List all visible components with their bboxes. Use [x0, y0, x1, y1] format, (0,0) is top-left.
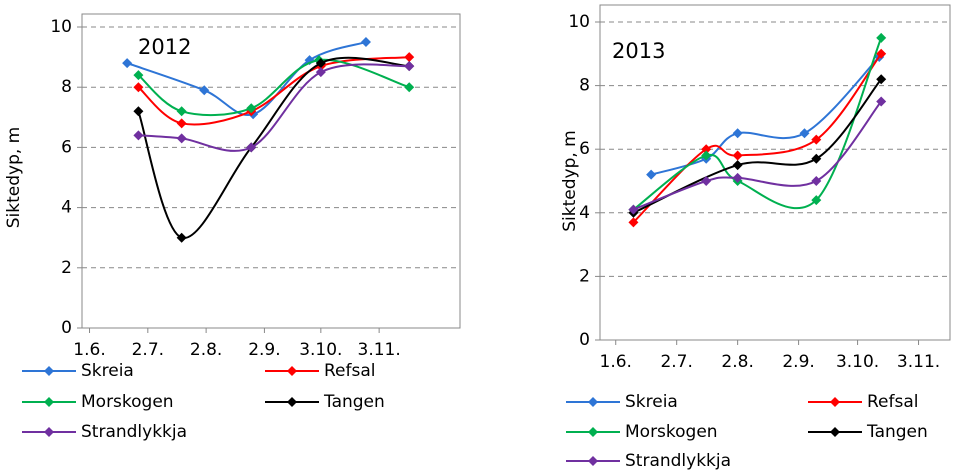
marker [876, 96, 887, 107]
legend-label: Strandlykkja [81, 422, 187, 442]
marker [830, 397, 840, 407]
series-line [138, 63, 410, 152]
marker [404, 82, 415, 93]
y-tick-label: 10 [568, 12, 590, 32]
x-tick-label: 3.10. [299, 340, 342, 360]
marker [246, 142, 257, 153]
marker [811, 153, 822, 164]
y-tick-label: 0 [579, 330, 590, 350]
marker [732, 160, 743, 171]
y-tick-label: 0 [61, 318, 72, 338]
marker [876, 74, 887, 85]
x-tick-label: 3.11. [358, 340, 401, 360]
marker [646, 169, 657, 180]
marker [44, 427, 54, 437]
marker [133, 70, 144, 81]
marker [628, 217, 639, 228]
marker [360, 37, 371, 48]
y-tick-label: 6 [579, 139, 590, 159]
marker [876, 48, 887, 59]
marker [246, 103, 257, 114]
marker [732, 172, 743, 183]
marker [876, 32, 887, 43]
marker [588, 427, 598, 437]
marker [588, 397, 598, 407]
legend-label: Tangen [866, 422, 928, 442]
marker [133, 82, 144, 93]
marker [701, 144, 712, 155]
legend-label: Tangen [323, 392, 385, 412]
y-tick-label: 8 [579, 76, 590, 96]
y-axis-label: Siktedyp, m [560, 130, 580, 232]
marker [176, 133, 187, 144]
marker [287, 397, 297, 407]
marker [133, 130, 144, 141]
x-tick-label: 1.6. [73, 340, 105, 360]
x-tick-label: 2.7. [132, 340, 164, 360]
marker [315, 67, 326, 78]
series-line [633, 100, 882, 211]
y-tick-label: 2 [61, 258, 72, 278]
legend-label: Morskogen [625, 422, 718, 442]
legend-label: Refsal [324, 361, 376, 381]
x-tick-label: 3.10. [836, 352, 879, 372]
marker [732, 128, 743, 139]
marker [404, 52, 415, 63]
series-line [137, 56, 410, 239]
legend-label: Skreia [625, 392, 678, 412]
marker [176, 106, 187, 117]
series-line [632, 37, 883, 211]
marker [830, 427, 840, 437]
annotation: 2012 [138, 35, 191, 59]
marker [732, 150, 743, 161]
y-tick-label: 6 [61, 137, 72, 157]
marker [176, 232, 187, 243]
y-axis-label: Siktedyp, m [4, 127, 24, 229]
y-tick-label: 8 [61, 77, 72, 97]
legend-label: Refsal [867, 392, 919, 412]
y-tick-label: 4 [61, 198, 72, 218]
marker [199, 85, 210, 96]
y-tick-label: 2 [579, 266, 590, 286]
marker [701, 150, 712, 161]
marker [44, 397, 54, 407]
marker [811, 195, 822, 206]
marker [628, 204, 639, 215]
marker [44, 366, 54, 376]
plot-area [81, 13, 461, 329]
x-tick-label: 2.9. [248, 340, 280, 360]
marker [287, 366, 297, 376]
x-tick-label: 2.7. [660, 352, 692, 372]
x-tick-label: 2.8. [190, 340, 222, 360]
x-tick-label: 2.9. [782, 352, 814, 372]
annotation: 2013 [612, 39, 665, 63]
marker [404, 61, 415, 72]
marker [811, 134, 822, 145]
x-tick-label: 2.8. [721, 352, 753, 372]
legend-label: Morskogen [81, 392, 174, 412]
series-line [650, 56, 880, 176]
legend-label: Strandlykkja [625, 451, 731, 471]
marker [701, 176, 712, 186]
marker [122, 58, 133, 69]
marker [811, 176, 822, 186]
x-tick-label: 3.11. [897, 352, 940, 372]
x-tick-label: 1.6. [600, 352, 632, 372]
marker [133, 106, 144, 117]
marker [176, 118, 187, 129]
marker [315, 58, 326, 69]
legend-label: Skreia [81, 361, 134, 381]
marker [588, 456, 598, 466]
y-tick-label: 10 [50, 17, 72, 37]
y-tick-label: 4 [579, 203, 590, 223]
marker [799, 128, 810, 139]
